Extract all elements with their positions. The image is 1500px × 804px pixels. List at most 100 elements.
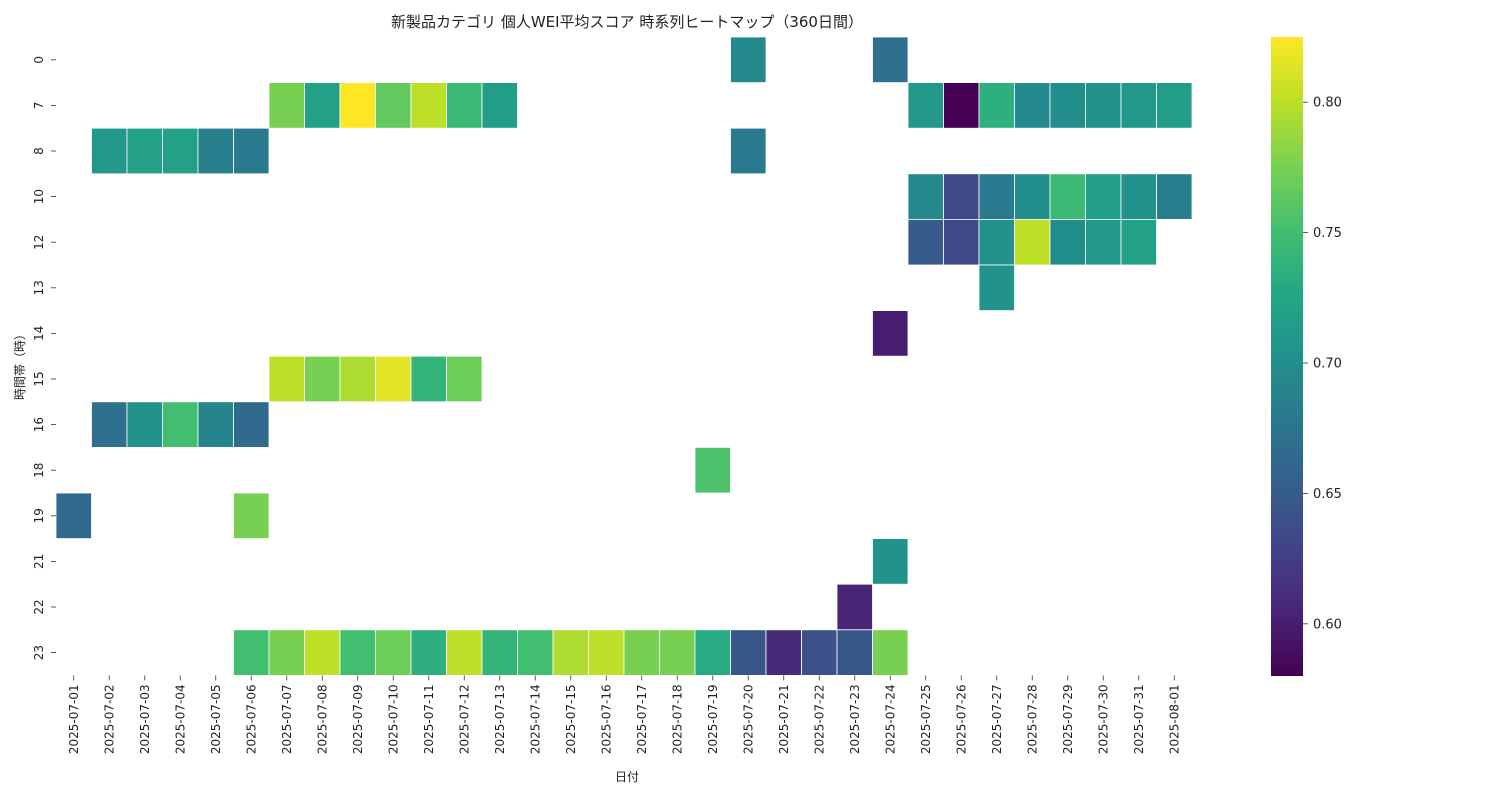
heatmap-cell [836, 629, 873, 676]
x-tick-label: 2025-07-14 [528, 684, 542, 754]
y-tick-label: 8 [32, 147, 46, 155]
x-tick-label: 2025-07-02 [102, 684, 116, 754]
heatmap-cell [1014, 218, 1051, 266]
heatmap-cell [481, 82, 518, 129]
heatmap-cell [375, 355, 412, 403]
heatmap-cell [730, 629, 767, 676]
heatmap-cell [1014, 173, 1051, 220]
x-tick-label: 2025-07-15 [564, 684, 578, 754]
y-tick-label: 12 [32, 235, 46, 250]
heatmap-cell [162, 127, 199, 175]
x-tick-label: 2025-07-18 [670, 684, 684, 754]
y-tick-label: 10 [32, 189, 46, 204]
heatmap-cell [268, 355, 305, 403]
x-tick-label: 2025-07-22 [812, 684, 826, 754]
heatmap-cell [872, 538, 909, 585]
heatmap-cell [410, 629, 447, 676]
x-tick-label: 2025-07-30 [1096, 684, 1110, 754]
heatmap-cell [907, 82, 944, 129]
y-tick-label: 0 [32, 56, 46, 64]
x-tick-label: 2025-07-07 [280, 684, 294, 754]
chart-title: 新製品カテゴリ 個人WEI平均スコア 時系列ヒートマップ（360日間） [391, 13, 863, 31]
colorbar-tick-label: 0.65 [1313, 487, 1342, 502]
y-tick-label: 22 [32, 599, 46, 614]
colorbar-tick-label: 0.80 [1313, 96, 1342, 111]
heatmap-cell [730, 36, 767, 83]
heatmap-cell [943, 82, 980, 129]
x-tick-label: 2025-07-06 [244, 684, 258, 754]
heatmap-cell [1085, 82, 1122, 129]
heatmap-cell [1120, 173, 1157, 220]
heatmap-cell [446, 82, 483, 129]
x-tick-label: 2025-07-12 [457, 684, 471, 754]
x-tick-label: 2025-07-17 [635, 684, 649, 754]
heatmap-cell [836, 583, 873, 631]
heatmap-cell [446, 629, 483, 676]
heatmap-cell [233, 401, 270, 448]
heatmap-cell [552, 629, 589, 676]
heatmap-cell [1156, 173, 1193, 220]
x-tick-label: 2025-07-24 [883, 684, 897, 754]
colorbar-ticks: 0.60 0.65 0.70 0.75 0.80 [1303, 96, 1342, 632]
x-tick-label: 2025-07-19 [706, 684, 720, 754]
x-tick-label: 2025-07-26 [954, 684, 968, 754]
x-tick-label: 2025-07-08 [315, 684, 329, 754]
heatmap-cell [1049, 173, 1086, 220]
heatmap-cell [55, 492, 92, 539]
y-tick-label: 23 [32, 645, 46, 660]
y-axis-title: 時間帯（時） [13, 328, 27, 400]
y-tick-label: 18 [32, 463, 46, 478]
heatmap-cell [197, 127, 234, 175]
heatmap-cell [943, 173, 980, 220]
heatmap-cell [197, 401, 234, 448]
y-tick-label: 7 [32, 102, 46, 110]
x-axis-title: 日付 [615, 770, 639, 784]
x-tick-label: 2025-07-13 [493, 684, 507, 754]
heatmap-cell [694, 446, 731, 494]
x-tick-label: 2025-07-28 [1025, 684, 1039, 754]
x-tick-label: 2025-07-25 [919, 684, 933, 754]
heatmap-cell [91, 401, 128, 448]
heatmap-cell [872, 310, 909, 357]
heatmap-cell [304, 82, 341, 129]
x-tick-label: 2025-07-03 [138, 684, 152, 754]
x-tick-label: 2025-07-01 [67, 684, 81, 754]
x-tick-label: 2025-07-27 [990, 684, 1004, 754]
x-tick-label: 2025-07-04 [173, 684, 187, 754]
heatmap-cell [907, 173, 944, 220]
x-tick-label: 2025-07-11 [422, 684, 436, 754]
y-tick-label: 19 [32, 508, 46, 523]
x-tick-label: 2025-07-31 [1132, 684, 1146, 754]
heatmap-cell [304, 355, 341, 403]
x-tick-label: 2025-07-29 [1061, 684, 1075, 754]
y-tick-label: 21 [32, 554, 46, 569]
colorbar-tick-label: 0.70 [1313, 357, 1342, 372]
heatmap-cell [446, 355, 483, 403]
heatmap-cell [339, 355, 376, 403]
heatmap-cell [268, 82, 305, 129]
heatmap-cell [907, 218, 944, 266]
y-tick-label: 15 [32, 371, 46, 386]
heatmap-cell [304, 629, 341, 676]
heatmap-cells [55, 36, 1193, 676]
heatmap-cell [1120, 218, 1157, 266]
heatmap-cell [623, 629, 660, 676]
colorbar-tick-label: 0.75 [1313, 226, 1342, 241]
heatmap-cell [1120, 82, 1157, 129]
colorbar-tick-label: 0.60 [1313, 617, 1342, 632]
heatmap-cell [268, 629, 305, 676]
heatmap-cell [1014, 82, 1051, 129]
heatmap-cell [233, 127, 270, 175]
x-tick-label: 2025-07-09 [351, 684, 365, 754]
x-axis-ticks: 2025-07-01 2025-07-02 2025-07-03 2025-07-04… [67, 675, 1181, 754]
heatmap-cell [978, 173, 1015, 220]
heatmap-cell [872, 36, 909, 83]
heatmap-cell [410, 82, 447, 129]
y-tick-label: 13 [32, 280, 46, 295]
y-axis-ticks: 0 7 8 10 12 13 14 15 16 18 19 21 22 23 [32, 56, 56, 660]
heatmap-cell [694, 629, 731, 676]
heatmap-cell [126, 401, 163, 448]
x-tick-label: 2025-07-23 [848, 684, 862, 754]
